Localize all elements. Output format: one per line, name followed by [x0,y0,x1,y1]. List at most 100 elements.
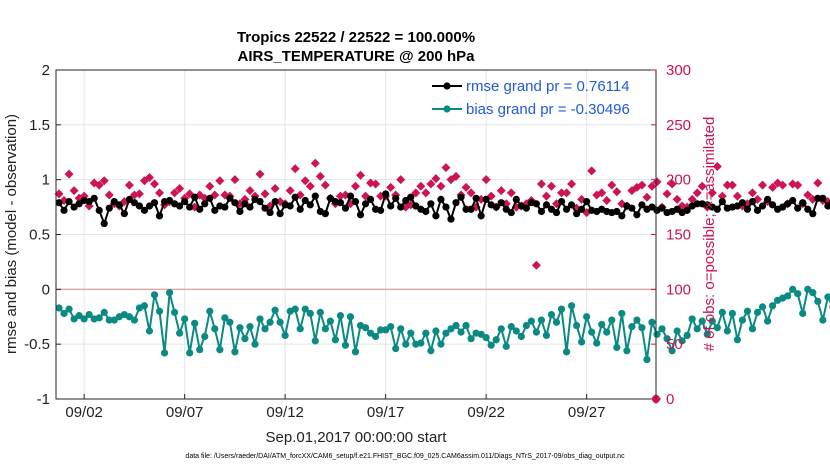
bias-point [683,331,691,339]
x-tick-label: 09/07 [166,404,204,421]
bias-point [346,313,355,321]
rmse-point [291,193,299,201]
rmse-point [442,203,450,211]
obs-assimilated-point [436,181,446,191]
obs-assimilated-point [94,180,104,190]
bias-point [532,328,541,336]
bias-point [733,336,742,344]
obs-assimilated-point [506,188,516,198]
bias-point [422,329,430,337]
obs-assimilated-point [607,180,617,190]
rmse-point [60,206,68,214]
bias-point [95,314,103,322]
x-axis-label: Sep.01,2017 00:00:00 start [266,429,448,446]
bias-point [814,297,822,305]
bias-point [80,315,88,323]
bias-point [186,349,194,357]
rmse-point [150,199,159,207]
obs-assimilated-point [642,192,652,202]
rmse-point [427,200,435,208]
bias-point [703,330,711,338]
obs-assimilated-point [54,189,64,199]
bias-point [467,335,475,343]
bias-point [738,316,747,324]
bias-point [221,314,229,322]
bias-point [427,347,435,355]
bias-point [181,315,189,323]
rmse-point [557,198,566,206]
bias-point [407,329,415,337]
y-tick-label-right: 250 [666,117,691,134]
legend-bias-marker [443,105,451,113]
bias-point [562,348,571,356]
rmse-point [693,200,701,208]
obs-assimilated-point [546,181,556,191]
bias-point [392,344,400,353]
obs-assimilated-point [732,191,742,201]
bias-point [643,355,651,364]
rmse-point [377,206,385,214]
data-file-footnote: data file: /Users/raeder/DAI/ATM_forcXX/… [185,453,625,460]
obs-assimilated-point [692,188,702,198]
rmse-point [366,195,375,204]
rmse-point [276,210,284,218]
rmse-point [407,193,415,201]
bias-point [613,343,621,352]
rmse-point [422,207,430,216]
rmse-point [261,204,269,212]
bias-point [693,325,701,333]
rmse-point [437,195,445,204]
bias-point [819,316,827,324]
bias-point [784,292,792,300]
rmse-point [482,195,490,204]
bias-point [331,336,339,344]
bias-point [573,321,581,330]
rmse-point [321,210,329,218]
obs-assimilated-point [717,191,727,201]
obs-assimilated-point [69,186,79,196]
y-tick-label-left: 0.5 [29,227,50,244]
bias-point [100,308,108,316]
obs-assimilated-point [778,180,788,190]
bias-point [442,329,450,337]
bias-point [165,289,174,297]
rmse-point [115,201,123,209]
obs-assimilated-point [64,169,74,179]
bias-point [176,329,184,337]
legend-rmse-label: rmse grand pr = 0.76114 [466,78,630,95]
bias-point [291,305,299,313]
bias-point [231,348,239,356]
rmse-point [768,201,777,209]
bias-point [507,323,515,331]
y-tick-label-right: 150 [666,227,691,244]
rmse-point [738,199,747,207]
rmse-point [196,205,204,213]
rmse-point [256,198,264,206]
rmse-point [618,212,626,220]
rmse-point [120,210,128,218]
bias-point [377,326,385,334]
bias-point [547,310,556,319]
obs-assimilated-point [270,183,280,193]
bias-point [809,289,817,297]
bias-point [598,320,606,329]
rmse-point [809,210,817,218]
obs-assimilated-point [320,180,330,190]
bias-point [688,315,696,323]
bias-point [256,315,264,323]
bias-point [663,335,671,343]
obs-assimilated-point [667,179,677,189]
obs-assimilated-point [672,194,682,204]
bias-point [758,303,767,311]
obs-assimilated-point [356,170,366,180]
x-tick-label: 09/22 [467,404,505,421]
bias-point [387,323,395,331]
bias-point [542,331,551,339]
rmse-point [311,192,319,200]
legend-rmse-marker [443,82,451,90]
bias-point [211,325,219,333]
bias-point [371,332,380,341]
y-tick-label-right: 300 [666,62,691,79]
obs-assimilated-point [602,196,612,206]
bias-point [638,324,646,332]
